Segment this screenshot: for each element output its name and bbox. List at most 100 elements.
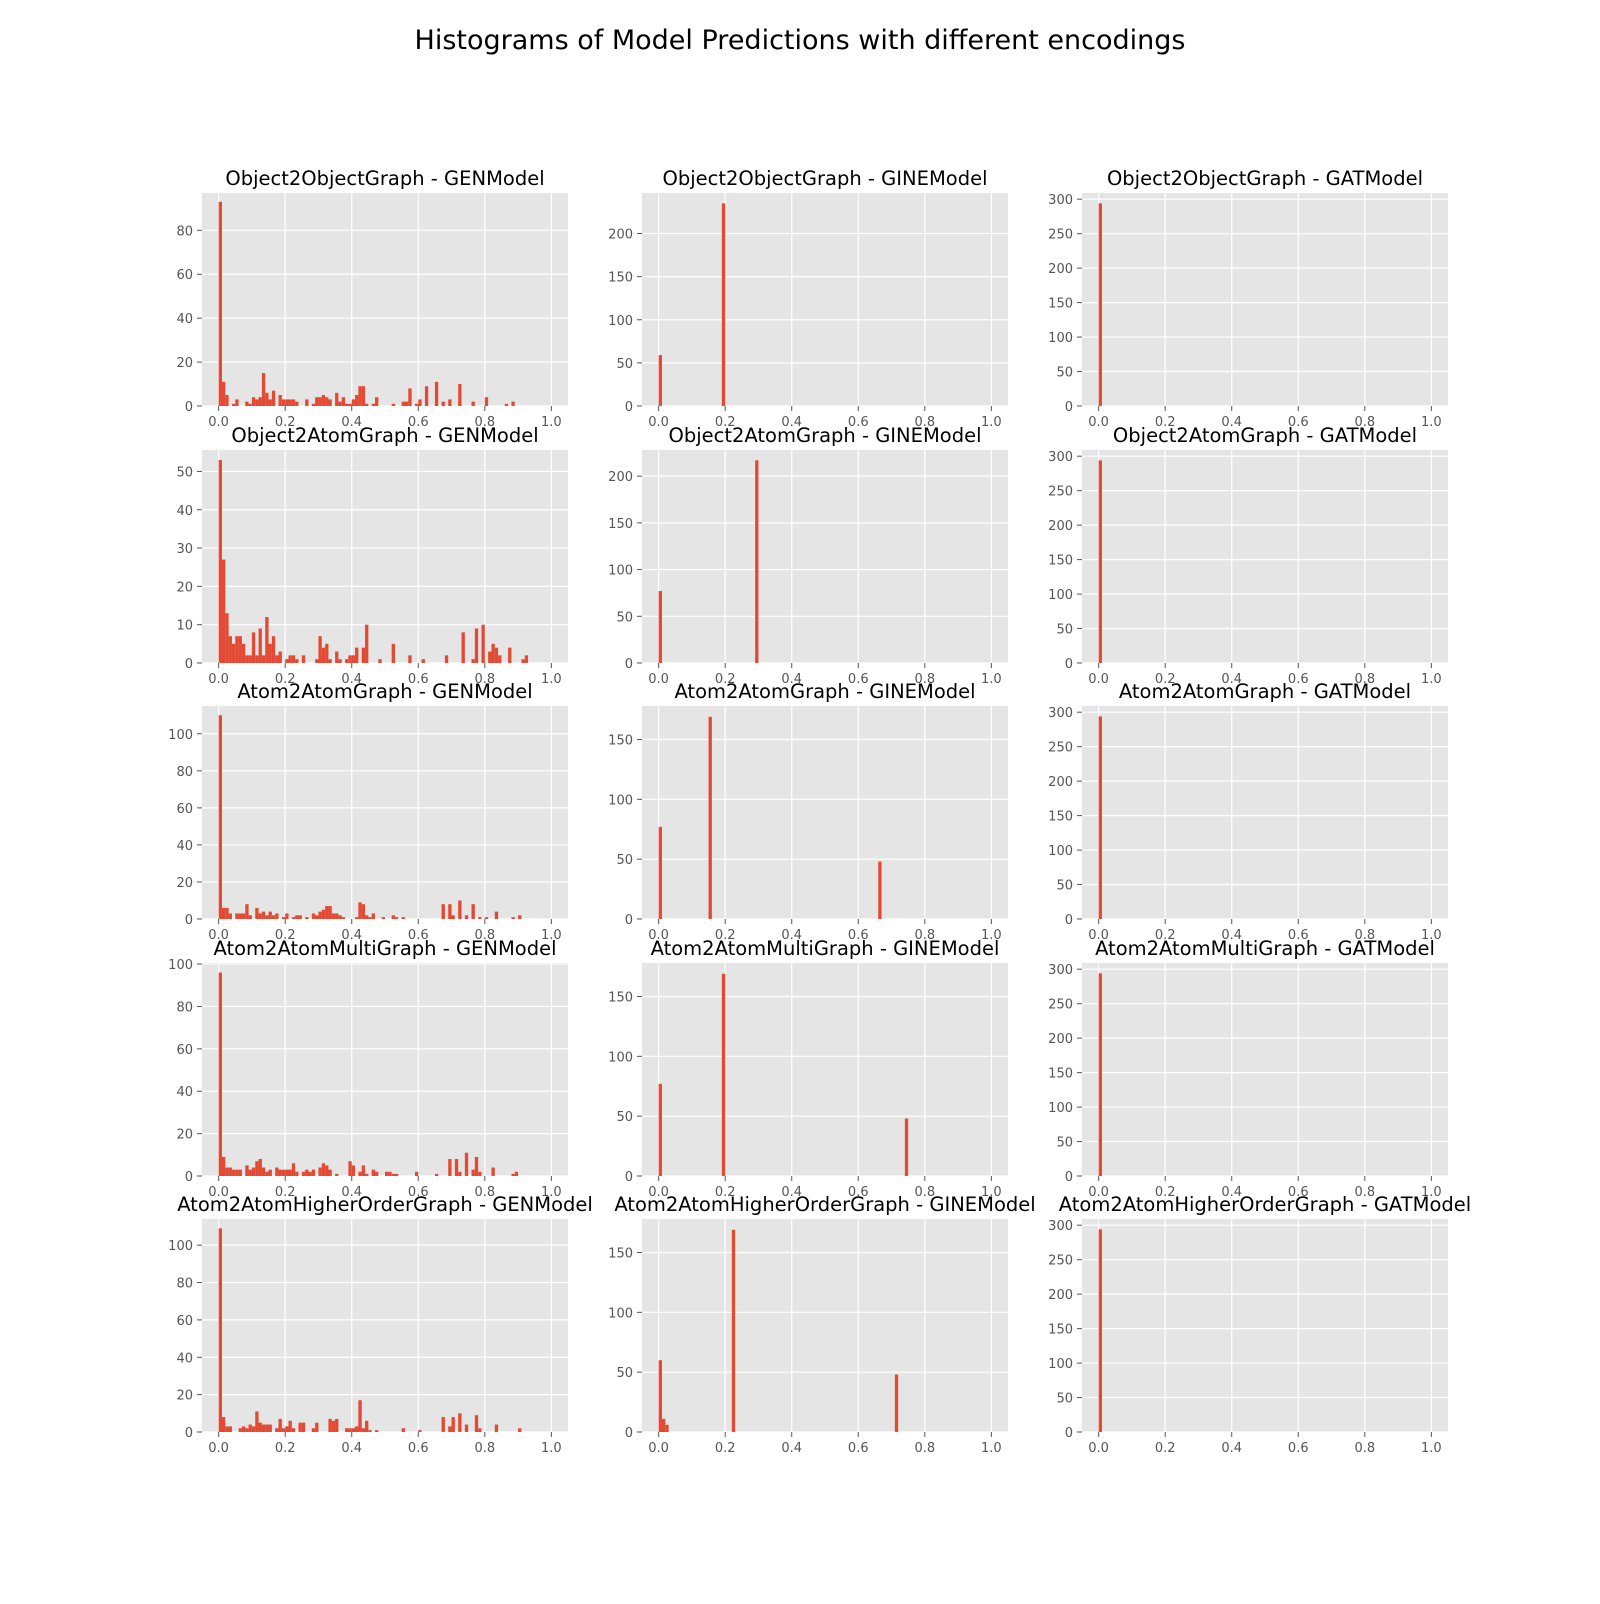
histogram-bar [408, 388, 412, 406]
x-tick-label: 0.8 [1354, 1185, 1375, 1200]
x-tick-label: 0.0 [208, 672, 229, 687]
histogram-bar [258, 1422, 262, 1432]
histogram-bar [408, 655, 412, 663]
y-tick-label: 300 [1048, 193, 1073, 208]
plot-background [202, 450, 568, 663]
histogram-bar [258, 628, 262, 663]
histogram-bar [451, 915, 455, 919]
histogram-bar [255, 399, 259, 406]
histogram-bar [265, 392, 269, 406]
x-tick-label: 1.0 [981, 928, 1002, 943]
subplot-title: Atom2AtomGraph - GATModel [1119, 680, 1411, 703]
histogram-bar [325, 643, 329, 663]
histogram-bar [658, 355, 662, 406]
x-tick-label: 0.2 [275, 1441, 296, 1456]
histogram-bar [298, 1422, 302, 1432]
y-tick-label: 50 [616, 357, 633, 372]
histogram-bar [291, 655, 296, 663]
histogram-bar [268, 399, 272, 406]
histogram-bar [218, 201, 222, 406]
histogram-bar [518, 1428, 522, 1432]
plot-background [202, 193, 568, 406]
subplot: 0.0 0.2 0.4 0.6 0.8 1.0 0 20 40 60 80 Object2Object… [176, 167, 568, 430]
histogram-bar [311, 403, 316, 406]
x-tick-label: 0.2 [715, 415, 736, 430]
histogram-bar [511, 401, 515, 406]
histogram-bar [255, 907, 259, 919]
histogram-bar [295, 1171, 299, 1176]
y-tick-label: 200 [1048, 1288, 1073, 1303]
x-tick-label: 0.2 [1155, 672, 1176, 687]
histogram-bar [381, 917, 385, 919]
histogram-bar [325, 397, 329, 406]
histogram-bar [524, 655, 529, 663]
y-tick-label: 300 [1048, 1219, 1073, 1234]
histogram-bar [1098, 1229, 1102, 1432]
y-tick-label: 30 [176, 542, 193, 557]
histogram-bar [478, 1428, 482, 1432]
subplot: 0.0 0.2 0.4 0.6 0.8 1.0 0 50 100 150 200 250 300 Atom… [1048, 680, 1448, 943]
histogram-bar [338, 401, 342, 406]
x-tick-label: 0.4 [781, 1185, 802, 1200]
subplot: 0.0 0.2 0.4 0.6 0.8 1.0 0 50 100 150 Atom2AtomHigh… [608, 1193, 1036, 1456]
x-tick-label: 0.6 [1288, 672, 1309, 687]
histogram-bar [328, 399, 332, 406]
histogram-bar [221, 559, 226, 663]
histogram-bar [295, 659, 299, 663]
histogram-bar [361, 647, 366, 663]
y-tick-label: 50 [1056, 879, 1073, 894]
histogram-bar [358, 902, 362, 919]
y-tick-label: 0 [625, 657, 633, 672]
x-tick-label: 0.4 [341, 1185, 362, 1200]
x-tick-label: 0.0 [1088, 415, 1109, 430]
histogram-bar [245, 1428, 249, 1432]
y-tick-label: 200 [608, 470, 633, 485]
histogram-bar [271, 636, 276, 663]
y-tick-label: 200 [1048, 1032, 1073, 1047]
histogram-bar [321, 395, 326, 406]
plot-background [642, 193, 1008, 406]
histogram-bar [218, 972, 222, 1176]
histogram-bar [514, 1171, 519, 1176]
histogram-bar [255, 1161, 259, 1176]
subplot: 0.0 0.2 0.4 0.6 0.8 1.0 0 10 20 30 40 50 Object2Atom… [176, 424, 568, 687]
histogram-bar [424, 386, 429, 406]
histogram-bar [295, 401, 299, 406]
histogram-bar [368, 1430, 372, 1432]
histogram-bar [265, 1171, 269, 1176]
histogram-bar [305, 917, 309, 919]
histogram-bar [265, 617, 269, 663]
histogram-bar [484, 917, 489, 919]
histogram-bar [365, 1173, 369, 1176]
histogram-bar [288, 655, 292, 663]
x-tick-label: 0.0 [648, 672, 669, 687]
histogram-bar [288, 1420, 292, 1432]
histogram-bar [221, 1156, 226, 1176]
histogram-bar [301, 655, 306, 663]
histogram-bar [371, 1169, 376, 1176]
histogram-bar [315, 659, 319, 663]
x-tick-label: 1.0 [981, 672, 1002, 687]
histogram-bar [328, 906, 332, 919]
histogram-bar [245, 1165, 249, 1176]
histogram-bar [291, 1428, 296, 1432]
y-tick-label: 100 [168, 958, 193, 973]
y-tick-label: 50 [1056, 366, 1073, 381]
histogram-bar [255, 1411, 259, 1432]
subplot-title: Object2AtomGraph - GINEModel [668, 424, 981, 447]
histogram-bar [331, 913, 336, 919]
histogram-bar [391, 643, 395, 663]
histogram-bar [351, 399, 356, 406]
y-tick-label: 0 [1065, 1170, 1073, 1185]
histogram-bar [281, 1169, 286, 1176]
histogram-bar [348, 1428, 352, 1432]
histogram-bar [281, 1428, 286, 1432]
y-tick-label: 200 [1048, 775, 1073, 790]
y-tick-label: 100 [168, 1239, 193, 1254]
histogram-bar [471, 659, 475, 663]
histogram-bar [228, 1167, 232, 1176]
histogram-bar [255, 655, 259, 663]
y-tick-label: 100 [608, 314, 633, 329]
histogram-bar [318, 397, 322, 406]
